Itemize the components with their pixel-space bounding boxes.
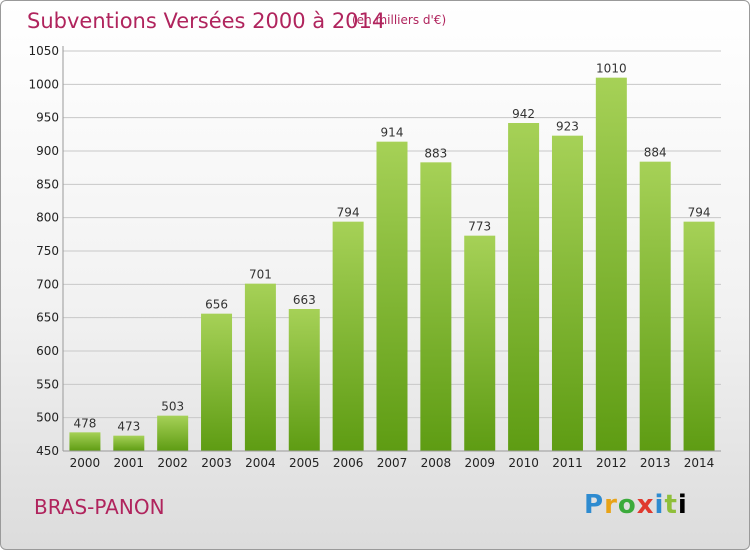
x-tick-label: 2003 bbox=[201, 456, 232, 470]
x-tick-label: 2002 bbox=[157, 456, 188, 470]
value-label: 794 bbox=[337, 206, 360, 220]
y-tick-label: 650 bbox=[36, 311, 59, 325]
value-label: 942 bbox=[512, 107, 535, 121]
bar-2004 bbox=[244, 283, 276, 451]
bar-2009 bbox=[464, 235, 496, 451]
value-label: 473 bbox=[117, 420, 140, 434]
x-tick-label: 2009 bbox=[464, 456, 495, 470]
x-tick-label: 2004 bbox=[245, 456, 276, 470]
bar-2013 bbox=[639, 161, 671, 451]
y-axis: 450 500 550 600 650 700 750 800 850 900 950 1000 105… bbox=[28, 44, 64, 458]
value-label: 914 bbox=[381, 126, 404, 140]
value-label: 794 bbox=[688, 206, 711, 220]
value-label: 883 bbox=[424, 146, 447, 160]
y-tick-label: 550 bbox=[36, 377, 59, 391]
y-tick-label: 950 bbox=[36, 111, 59, 125]
y-tick-label: 600 bbox=[36, 344, 59, 358]
x-tick-label: 2006 bbox=[333, 456, 364, 470]
logo-letter: x bbox=[636, 490, 655, 520]
y-tick-label: 700 bbox=[36, 277, 59, 291]
x-tick-label: 2001 bbox=[114, 456, 145, 470]
town-name: BRAS-PANON bbox=[34, 495, 165, 519]
x-tick-label: 2013 bbox=[640, 456, 671, 470]
value-label: 884 bbox=[644, 146, 667, 160]
bar-2006 bbox=[332, 221, 364, 451]
x-tick-label: 2007 bbox=[377, 456, 408, 470]
x-tick-label: 2010 bbox=[508, 456, 539, 470]
value-label: 773 bbox=[468, 220, 491, 234]
logo-letter: r bbox=[604, 490, 618, 520]
x-tick-label: 2011 bbox=[552, 456, 583, 470]
y-tick-label: 850 bbox=[36, 177, 59, 191]
bar-2012 bbox=[595, 77, 627, 452]
value-label: 1010 bbox=[596, 62, 627, 76]
value-label: 923 bbox=[556, 120, 579, 134]
bar-2014 bbox=[683, 221, 715, 451]
proxiti-logo[interactable]: Proxiti bbox=[584, 490, 688, 520]
logo-letter: P bbox=[584, 490, 605, 520]
bars: 478 473 503 656 701 663 794 914 883 773 942 923 1010… bbox=[69, 62, 715, 452]
logo-letter: o bbox=[617, 490, 637, 520]
x-tick-label: 2008 bbox=[421, 456, 452, 470]
y-tick-label: 500 bbox=[36, 411, 59, 425]
y-tick-label: 1000 bbox=[28, 77, 59, 91]
y-tick-label: 750 bbox=[36, 244, 59, 258]
bar-2008 bbox=[420, 162, 452, 452]
bar-2003 bbox=[201, 313, 233, 451]
value-label: 503 bbox=[161, 400, 184, 414]
bar-2000 bbox=[69, 432, 101, 451]
logo-letter: i bbox=[654, 490, 665, 520]
value-label: 478 bbox=[73, 416, 96, 430]
x-tick-label: 2012 bbox=[596, 456, 627, 470]
y-tick-label: 1050 bbox=[28, 44, 59, 58]
value-label: 701 bbox=[249, 268, 272, 282]
y-tick-label: 900 bbox=[36, 144, 59, 158]
y-tick-label: 800 bbox=[36, 211, 59, 225]
bar-2001 bbox=[113, 435, 145, 451]
y-tick-label: 450 bbox=[36, 444, 59, 458]
chart-unit: (en milliers d'€) bbox=[352, 13, 447, 27]
chart-title: Subventions Versées 2000 à 2014 bbox=[27, 9, 386, 33]
logo-letter: t bbox=[664, 490, 678, 520]
x-axis: 2000 2001 2002 2003 2004 2005 2006 2007 2008 2009… bbox=[63, 450, 721, 470]
bar-2005 bbox=[288, 309, 320, 451]
value-label: 663 bbox=[293, 293, 316, 307]
bar-2007 bbox=[376, 141, 408, 451]
bar-2002 bbox=[157, 415, 189, 451]
x-tick-label: 2000 bbox=[70, 456, 101, 470]
bar-2011 bbox=[551, 135, 583, 451]
bar-2010 bbox=[508, 123, 540, 451]
x-tick-label: 2005 bbox=[289, 456, 320, 470]
x-tick-label: 2014 bbox=[684, 456, 715, 470]
value-label: 656 bbox=[205, 298, 228, 312]
logo-letter: i bbox=[677, 490, 688, 520]
